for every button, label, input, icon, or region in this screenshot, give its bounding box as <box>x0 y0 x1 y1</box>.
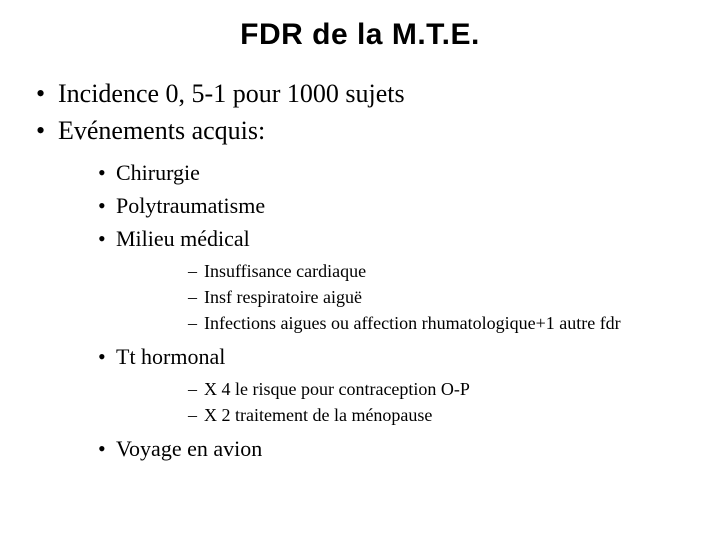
slide-title: FDR de la M.T.E. <box>30 18 690 52</box>
bullet-evenements-acquis: Evénements acquis: Chirurgie Polytraumat… <box>30 113 690 465</box>
bullet-evenements-label: Evénements acquis: <box>58 116 265 145</box>
bullet-x4-contraception: X 4 le risque pour contraception O-P <box>116 377 690 402</box>
bullet-list-level3-medical: Insuffisance cardiaque Insf respiratoire… <box>116 259 690 337</box>
bullet-infections-aigues: Infections aigues ou affection rhumatolo… <box>116 311 690 336</box>
bullet-milieu-label: Milieu médical <box>116 226 250 251</box>
slide: FDR de la M.T.E. Incidence 0, 5-1 pour 1… <box>0 0 720 540</box>
bullet-voyage-avion: Voyage en avion <box>58 434 690 465</box>
bullet-tt-hormonal-label: Tt hormonal <box>116 344 225 369</box>
bullet-list-level2-a: Chirurgie Polytraumatisme Milieu médical… <box>58 158 690 465</box>
bullet-insuff-cardiaque: Insuffisance cardiaque <box>116 259 690 284</box>
bullet-list-level3-hormonal: X 4 le risque pour contraception O-P X 2… <box>116 377 690 428</box>
bullet-x2-menopause: X 2 traitement de la ménopause <box>116 403 690 428</box>
bullet-milieu-medical: Milieu médical Insuffisance cardiaque In… <box>58 224 690 336</box>
bullet-insf-respiratoire: Insf respiratoire aiguë <box>116 285 690 310</box>
bullet-incidence: Incidence 0, 5-1 pour 1000 sujets <box>30 76 690 111</box>
bullet-polytraumatisme: Polytraumatisme <box>58 191 690 222</box>
bullet-tt-hormonal: Tt hormonal X 4 le risque pour contracep… <box>58 342 690 428</box>
bullet-chirurgie: Chirurgie <box>58 158 690 189</box>
bullet-list-level1: Incidence 0, 5-1 pour 1000 sujets Evénem… <box>30 76 690 465</box>
